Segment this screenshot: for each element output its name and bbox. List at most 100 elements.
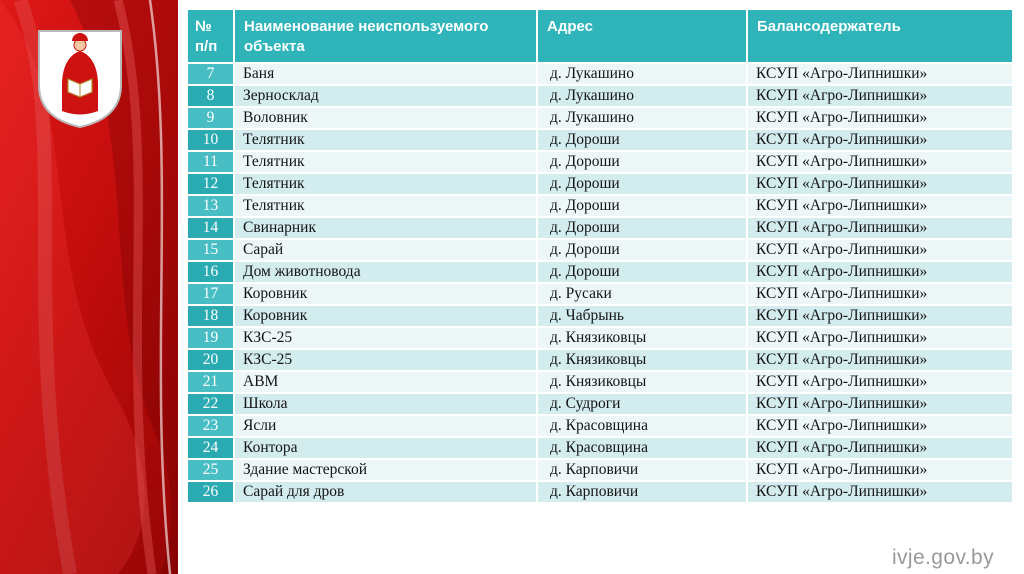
cell-name: КЗС-25 [233,347,538,372]
table-row: 15 Сарай д. Дороши КСУП «Агро-Липнишки» [186,237,1014,262]
col-header-number: № п/п [186,8,235,64]
table-row: 10 Телятник д. Дороши КСУП «Агро-Липнишк… [186,127,1014,152]
cell-number: 11 [186,149,235,174]
col-header-holder: Балансодержатель [746,8,1014,64]
cell-address: д. Дороши [536,193,748,218]
cell-number: 23 [186,413,235,438]
table-row: 26 Сарай для дров д. Карповичи КСУП «Агр… [186,479,1014,504]
cell-number: 19 [186,325,235,350]
cell-address: д. Князиковцы [536,347,748,372]
cell-address: д. Князиковцы [536,325,748,350]
cell-holder: КСУП «Агро-Липнишки» [746,127,1014,152]
cell-number: 26 [186,479,235,504]
cell-holder: КСУП «Агро-Липнишки» [746,105,1014,130]
cell-number: 22 [186,391,235,416]
table-row: 18 Коровник д. Чабрынь КСУП «Агро-Липниш… [186,303,1014,328]
cell-number: 13 [186,193,235,218]
cell-name: КЗС-25 [233,325,538,350]
cell-name: Здание мастерской [233,457,538,482]
cell-address: д. Лукашино [536,105,748,130]
cell-number: 25 [186,457,235,482]
col-header-name: Наименование неиспользуемого объекта [233,8,538,64]
cell-name: Телятник [233,127,538,152]
cell-address: д. Князиковцы [536,369,748,394]
cell-name: Контора [233,435,538,460]
cell-holder: КСУП «Агро-Липнишки» [746,391,1014,416]
cell-address: д. Лукашино [536,61,748,86]
cell-number: 21 [186,369,235,394]
cell-name: Свинарник [233,215,538,240]
table-row: 8 Зерносклад д. Лукашино КСУП «Агро-Липн… [186,83,1014,108]
ivye-coat-of-arms-icon [33,27,127,131]
cell-number: 24 [186,435,235,460]
cell-name: Ясли [233,413,538,438]
cell-number: 10 [186,127,235,152]
cell-name: Сарай для дров [233,479,538,504]
cell-holder: КСУП «Агро-Липнишки» [746,171,1014,196]
cell-number: 8 [186,83,235,108]
cell-address: д. Лукашино [536,83,748,108]
cell-holder: КСУП «Агро-Липнишки» [746,413,1014,438]
cell-address: д. Дороши [536,237,748,262]
table-row: 23 Ясли д. Красовщина КСУП «Агро-Липнишк… [186,413,1014,438]
table-row: 14 Свинарник д. Дороши КСУП «Агро-Липниш… [186,215,1014,240]
cell-number: 9 [186,105,235,130]
cell-address: д. Красовщина [536,413,748,438]
cell-address: д. Чабрынь [536,303,748,328]
cell-address: д. Дороши [536,171,748,196]
cell-number: 12 [186,171,235,196]
cell-address: д. Дороши [536,215,748,240]
cell-address: д. Русаки [536,281,748,306]
table-row: 13 Телятник д. Дороши КСУП «Агро-Липнишк… [186,193,1014,218]
cell-holder: КСУП «Агро-Липнишки» [746,281,1014,306]
table-row: 21 АВМ д. Князиковцы КСУП «Агро-Липнишки… [186,369,1014,394]
cell-holder: КСУП «Агро-Липнишки» [746,61,1014,86]
cell-number: 16 [186,259,235,284]
table-row: 24 Контора д. Красовщина КСУП «Агро-Липн… [186,435,1014,460]
cell-holder: КСУП «Агро-Липнишки» [746,325,1014,350]
cell-name: Телятник [233,193,538,218]
cell-holder: КСУП «Агро-Липнишки» [746,149,1014,174]
cell-number: 15 [186,237,235,262]
table-row: 22 Школа д. Судроги КСУП «Агро-Липнишки» [186,391,1014,416]
cell-name: Воловник [233,105,538,130]
cell-address: д. Судроги [536,391,748,416]
cell-holder: КСУП «Агро-Липнишки» [746,215,1014,240]
cell-address: д. Карповичи [536,457,748,482]
cell-name: Коровник [233,281,538,306]
cell-number: 18 [186,303,235,328]
cell-name: Телятник [233,171,538,196]
table-row: 20 КЗС-25 д. Князиковцы КСУП «Агро-Липни… [186,347,1014,372]
red-sidebar [0,0,178,574]
cell-holder: КСУП «Агро-Липнишки» [746,83,1014,108]
cell-name: Баня [233,61,538,86]
cell-number: 7 [186,61,235,86]
table-row: 25 Здание мастерской д. Карповичи КСУП «… [186,457,1014,482]
watermark: ivje.gov.by [891,546,994,569]
cell-number: 20 [186,347,235,372]
cell-holder: КСУП «Агро-Липнишки» [746,237,1014,262]
table-row: 19 КЗС-25 д. Князиковцы КСУП «Агро-Липни… [186,325,1014,350]
table-row: 16 Дом животновода д. Дороши КСУП «Агро-… [186,259,1014,284]
cell-address: д. Карповичи [536,479,748,504]
silk-wave-decoration [0,0,178,574]
table-row: 11 Телятник д. Дороши КСУП «Агро-Липнишк… [186,149,1014,174]
cell-holder: КСУП «Агро-Липнишки» [746,347,1014,372]
table-area: № п/п Наименование неиспользуемого объек… [186,8,1014,504]
cell-name: Школа [233,391,538,416]
cell-name: Телятник [233,149,538,174]
cell-holder: КСУП «Агро-Липнишки» [746,259,1014,284]
cell-holder: КСУП «Агро-Липнишки» [746,369,1014,394]
cell-name: Коровник [233,303,538,328]
cell-address: д. Дороши [536,149,748,174]
unused-objects-table: № п/п Наименование неиспользуемого объек… [186,8,1014,504]
cell-number: 17 [186,281,235,306]
cell-address: д. Дороши [536,127,748,152]
cell-name: Дом животновода [233,259,538,284]
cell-holder: КСУП «Агро-Липнишки» [746,457,1014,482]
cell-holder: КСУП «Агро-Липнишки» [746,479,1014,504]
cell-address: д. Красовщина [536,435,748,460]
table-row: 12 Телятник д. Дороши КСУП «Агро-Липнишк… [186,171,1014,196]
cell-holder: КСУП «Агро-Липнишки» [746,303,1014,328]
table-header: № п/п Наименование неиспользуемого объек… [186,8,1014,64]
